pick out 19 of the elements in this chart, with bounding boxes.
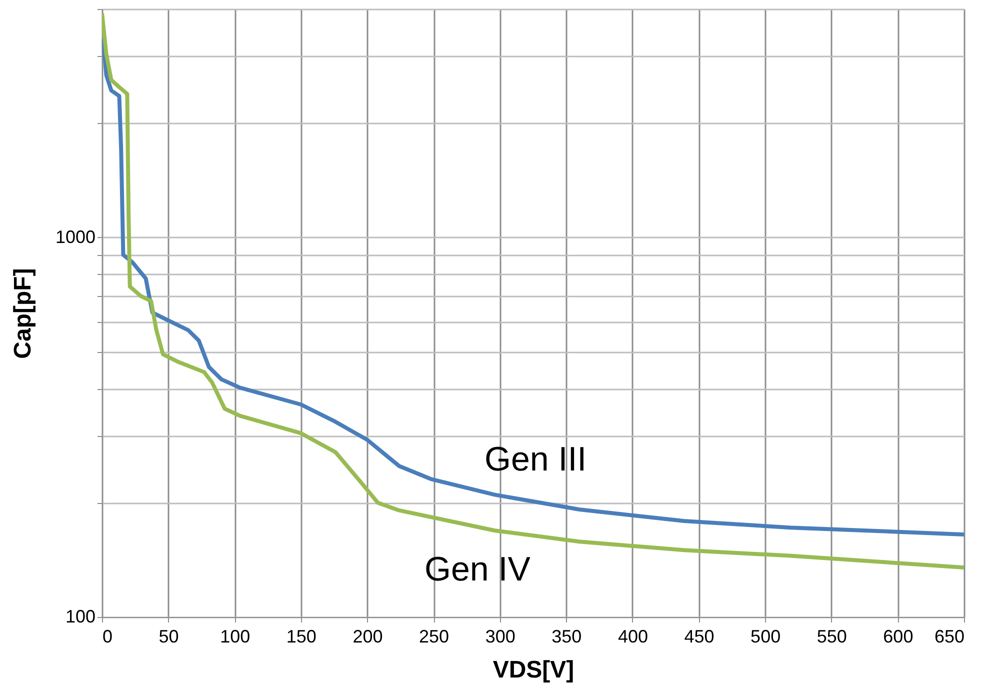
x-tick-label: 400 xyxy=(618,626,648,646)
x-tick-label: 600 xyxy=(883,626,914,646)
y-axis-title: Cap[pF] xyxy=(9,268,36,359)
x-tick-label: 500 xyxy=(750,626,781,646)
series-label: Gen III xyxy=(484,440,587,479)
x-tick-label: 550 xyxy=(816,626,847,646)
x-tick-label: 100 xyxy=(220,626,250,646)
x-tick-label: 450 xyxy=(684,626,714,646)
x-tick-label: 150 xyxy=(286,626,316,646)
x-tick-label: 650 xyxy=(934,626,964,646)
x-tick-label: 250 xyxy=(419,626,450,646)
x-tick-label: 0 xyxy=(102,626,113,646)
y-tick-label: 1000 xyxy=(55,226,96,247)
series-label: Gen IV xyxy=(424,550,531,589)
x-tick-label: 300 xyxy=(485,626,516,646)
x-tick-label: 350 xyxy=(552,626,582,646)
x-tick-label: 200 xyxy=(352,626,383,646)
x-tick-label: 50 xyxy=(158,626,179,646)
x-axis-title: VDS[V] xyxy=(492,656,574,684)
